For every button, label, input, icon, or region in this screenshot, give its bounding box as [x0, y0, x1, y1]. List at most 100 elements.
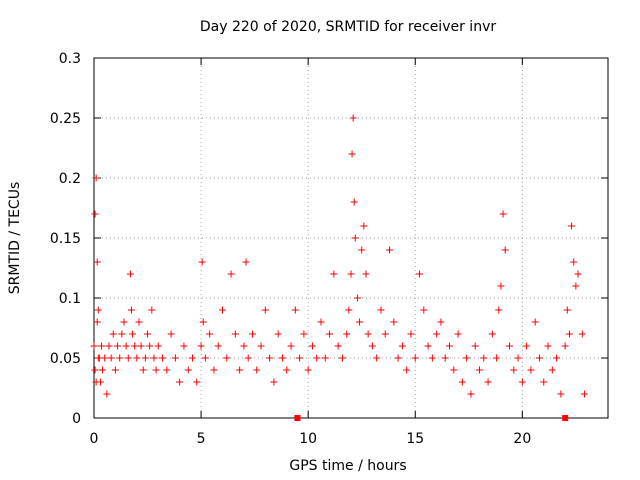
data-point	[99, 366, 107, 374]
data-point	[373, 354, 381, 362]
data-point	[261, 306, 269, 314]
data-point	[118, 330, 126, 338]
data-point	[137, 342, 145, 350]
data-point	[150, 354, 158, 362]
data-point	[458, 378, 466, 386]
data-point	[454, 330, 462, 338]
data-point	[210, 366, 218, 374]
y-axis-label: SRMTID / TECUs	[7, 182, 23, 295]
data-point	[171, 354, 179, 362]
data-point	[214, 342, 222, 350]
data-point	[377, 306, 385, 314]
y-tick-label: 0.3	[59, 51, 81, 67]
data-point	[96, 378, 104, 386]
data-point	[141, 354, 149, 362]
data-point	[356, 318, 364, 326]
data-point	[296, 354, 304, 362]
data-point	[184, 366, 192, 374]
data-point	[253, 366, 261, 374]
data-point	[139, 366, 147, 374]
data-point	[398, 342, 406, 350]
data-point	[148, 306, 156, 314]
data-point	[390, 318, 398, 326]
data-point	[480, 354, 488, 362]
data-point	[561, 342, 569, 350]
data-point	[476, 366, 483, 374]
data-point	[274, 330, 282, 338]
axis-marker	[562, 415, 569, 421]
data-point	[493, 354, 501, 362]
data-point	[189, 354, 197, 362]
axis-markers	[294, 415, 569, 421]
data-point	[557, 390, 565, 398]
data-point	[358, 246, 366, 254]
data-point	[514, 354, 522, 362]
data-point	[126, 270, 134, 278]
data-point	[193, 378, 201, 386]
data-point	[411, 354, 419, 362]
data-point	[199, 318, 207, 326]
data-point	[223, 354, 231, 362]
x-tick-label: 15	[406, 431, 424, 447]
data-point	[441, 354, 449, 362]
data-point	[201, 354, 209, 362]
data-point	[257, 342, 265, 350]
data-point	[198, 258, 206, 266]
x-axis-label: GPS time / hours	[289, 458, 406, 474]
data-point	[450, 366, 458, 374]
data-point	[144, 330, 152, 338]
x-tick-label: 5	[197, 431, 206, 447]
data-point	[330, 270, 338, 278]
chart-title: Day 220 of 2020, SRMTID for receiver inv…	[200, 19, 496, 35]
data-point	[471, 342, 479, 350]
data-point	[109, 330, 117, 338]
data-point	[283, 366, 291, 374]
data-point	[362, 270, 370, 278]
data-point	[120, 318, 128, 326]
data-point	[304, 366, 312, 374]
data-point	[347, 270, 355, 278]
data-point	[176, 378, 184, 386]
data-point	[180, 342, 188, 350]
data-point	[574, 270, 582, 278]
data-point	[163, 366, 171, 374]
data-point	[386, 246, 394, 254]
y-tick-label: 0.1	[59, 291, 81, 307]
data-point	[527, 366, 535, 374]
data-point	[122, 342, 130, 350]
data-point	[231, 330, 239, 338]
data-point	[348, 150, 356, 158]
data-point	[518, 378, 526, 386]
data-point	[368, 342, 376, 350]
data-point	[291, 306, 299, 314]
data-point	[152, 366, 160, 374]
data-point	[90, 342, 98, 350]
data-point	[531, 318, 539, 326]
data-point	[446, 342, 454, 350]
data-point	[313, 354, 321, 362]
y-tick-label: 0.05	[50, 351, 81, 367]
data-point	[416, 270, 424, 278]
data-point	[334, 342, 342, 350]
data-point	[317, 318, 325, 326]
data-point	[563, 306, 571, 314]
data-point	[114, 342, 122, 350]
data-point	[424, 342, 432, 350]
axis-marker	[294, 415, 301, 421]
data-point	[570, 258, 578, 266]
data-point	[463, 354, 471, 362]
data-point	[540, 378, 548, 386]
data-point	[154, 342, 162, 350]
data-point	[131, 342, 139, 350]
data-point	[197, 342, 205, 350]
data-point	[407, 330, 415, 338]
data-point	[167, 330, 175, 338]
data-point	[544, 342, 552, 350]
axis-ticks: 0 0.05 0.1 0.15 0.2 0.25 0.3 0 5 10 15 20	[50, 51, 608, 447]
data-point	[501, 246, 509, 254]
data-point	[488, 330, 496, 338]
data-point	[93, 258, 101, 266]
data-point	[94, 354, 102, 362]
x-tick-label: 10	[299, 431, 317, 447]
data-point	[92, 174, 100, 182]
